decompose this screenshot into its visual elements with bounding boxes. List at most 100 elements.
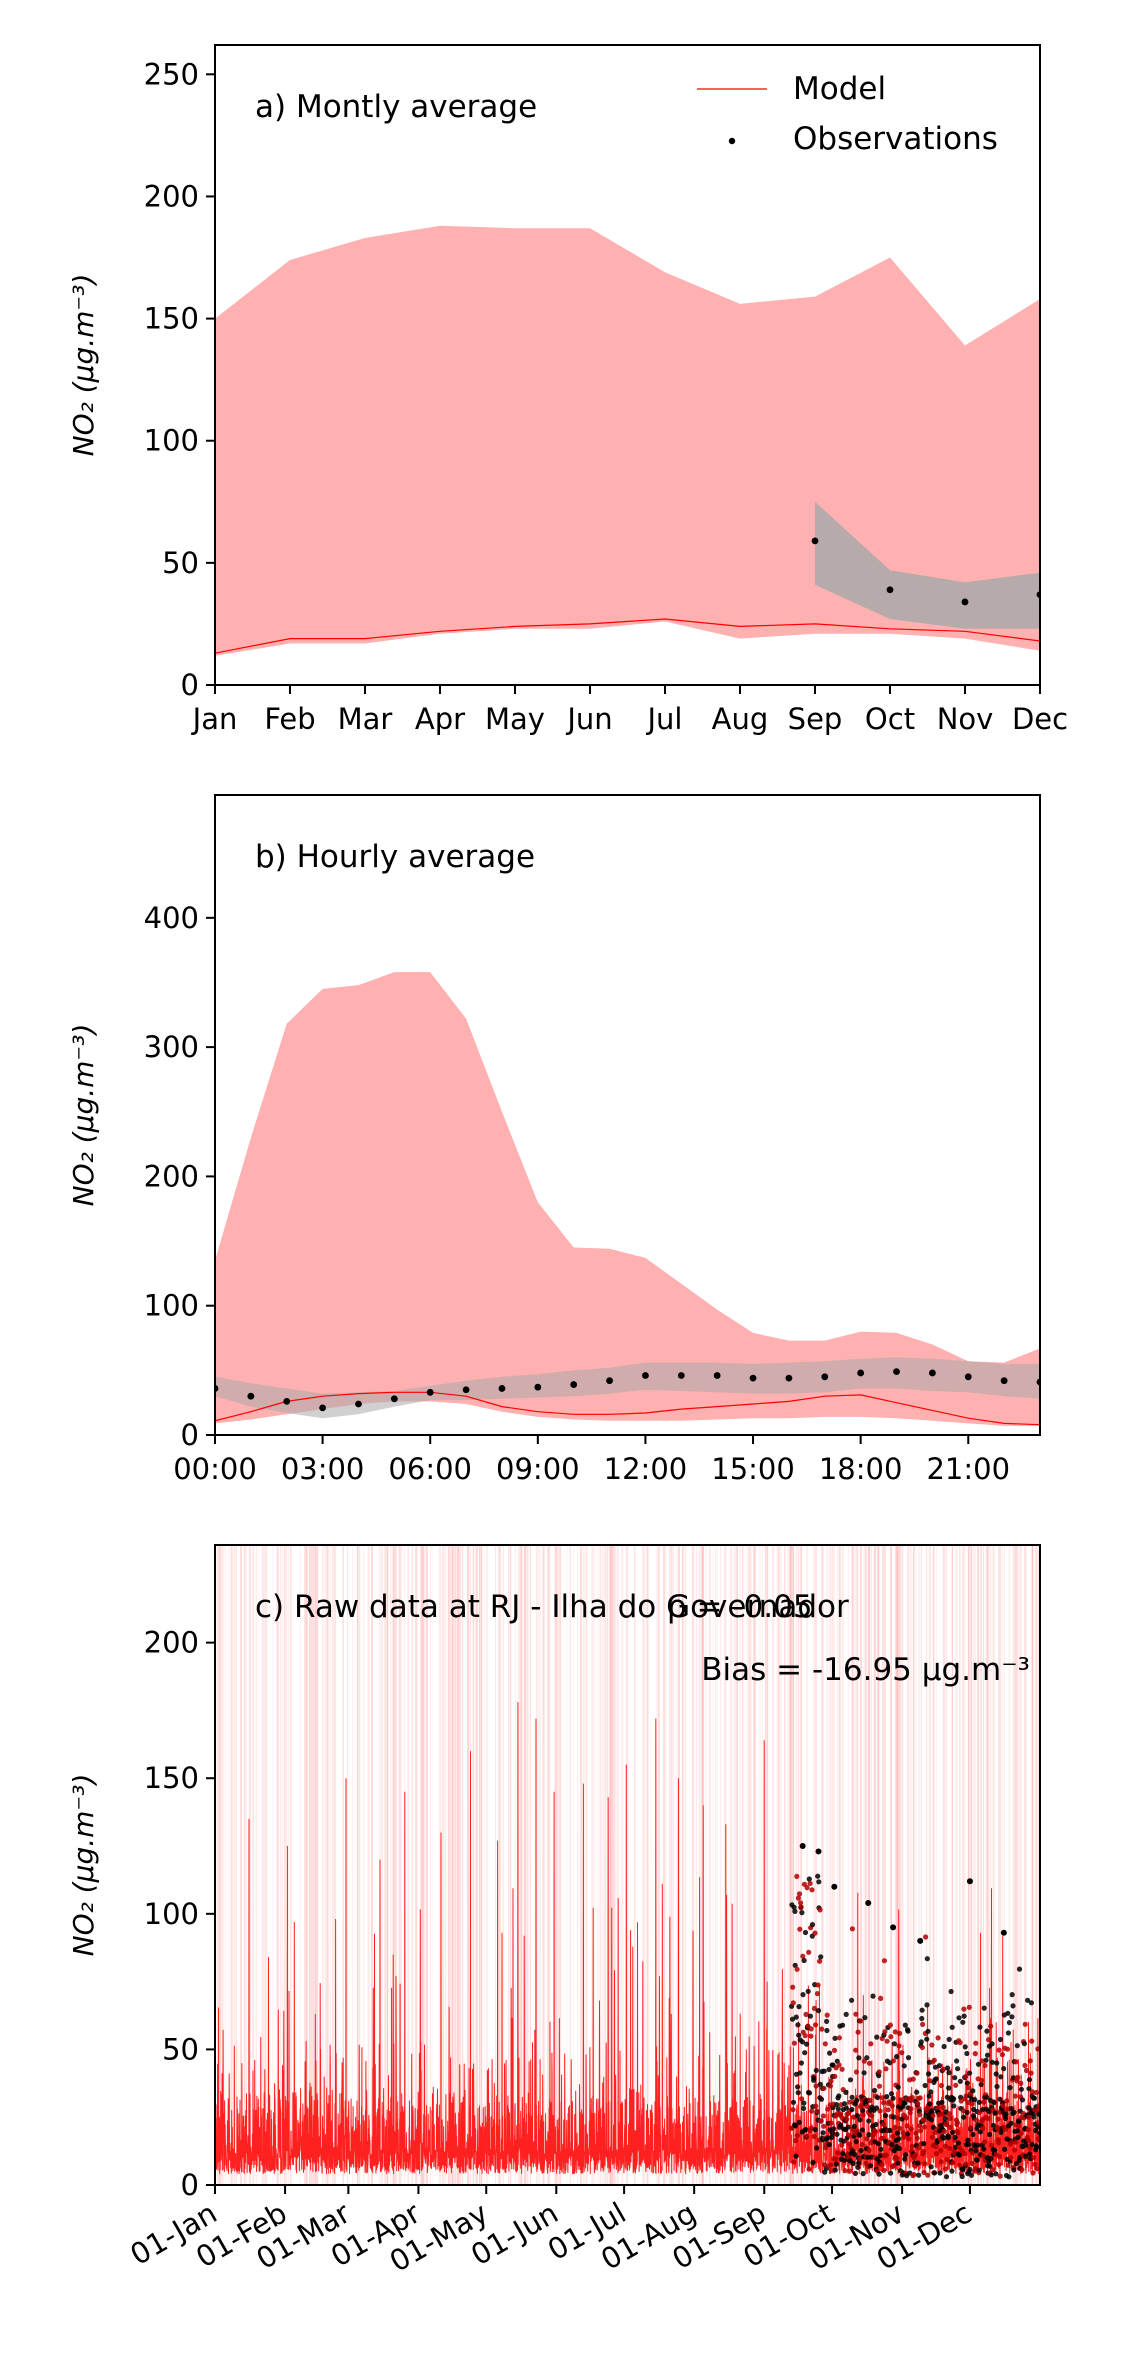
observation-point	[806, 1949, 812, 1955]
observation-point	[822, 2041, 828, 2047]
observation-point	[806, 2166, 812, 2172]
observation-point	[1026, 2086, 1032, 2092]
observation-point	[815, 1848, 822, 1855]
observation-point	[1034, 2089, 1040, 2096]
observation-point	[982, 2062, 988, 2069]
observation-point	[996, 2140, 1002, 2146]
observation-point	[1007, 2085, 1013, 2091]
observation-point	[979, 2077, 985, 2084]
y-tick-label: 150	[144, 1761, 199, 1795]
observation-scatter	[788, 1843, 1040, 2180]
observation-point	[798, 2060, 805, 2066]
observation-point	[962, 2044, 968, 2050]
observation-point	[948, 1988, 954, 1995]
observation-point	[808, 2026, 814, 2032]
observation-point	[791, 2159, 797, 2165]
observation-point	[846, 2132, 852, 2138]
observation-point	[944, 2157, 950, 2163]
observation-point	[903, 2115, 910, 2121]
observation-point	[813, 2067, 819, 2073]
x-tick-label: Jul	[646, 702, 683, 736]
observation-point	[828, 2078, 834, 2084]
observation-point	[881, 2100, 887, 2106]
legend-observation-swatch	[728, 137, 736, 145]
observation-point	[1031, 2155, 1037, 2161]
observation-point	[963, 2161, 969, 2167]
observation-point	[997, 2036, 1004, 2043]
observation-point	[1025, 1997, 1031, 2003]
observation-point	[972, 2097, 978, 2103]
observation-point	[841, 2157, 847, 2163]
observation-point	[814, 1991, 821, 1997]
observation-point	[841, 2138, 847, 2144]
observation-point	[929, 2117, 935, 2123]
observation-point	[1000, 2103, 1006, 2109]
observation-point	[922, 2082, 928, 2089]
observation-point	[902, 2156, 908, 2162]
observation-point	[985, 2115, 991, 2122]
observation-point	[969, 2160, 975, 2167]
x-tick-label: Apr	[415, 702, 465, 736]
observation-point	[913, 2130, 919, 2136]
observation-point	[857, 2117, 863, 2123]
observation-point	[976, 2167, 982, 2173]
observation-point	[836, 2093, 842, 2099]
y-tick-label: 250	[144, 57, 199, 91]
observation-point	[713, 1372, 721, 1379]
observation-point	[988, 2155, 994, 2162]
observation-point	[984, 2094, 990, 2100]
observation-point	[803, 2126, 809, 2132]
observation-point	[857, 2018, 864, 2024]
observation-point	[995, 2126, 1001, 2132]
observation-point	[815, 1873, 821, 1879]
x-tick-label: 12:00	[604, 1452, 688, 1486]
observation-point	[966, 2004, 972, 2010]
observation-point	[964, 2080, 971, 2086]
observation-point	[908, 2126, 914, 2132]
observation-point	[951, 2103, 957, 2109]
observation-point	[1027, 2058, 1033, 2064]
observation-point	[933, 2144, 939, 2150]
panel-a-monthly: 0 50 100 150 200 250 Jan Feb Mar Apr May Jun Jul Aug…	[67, 44, 1068, 736]
observation-point	[462, 1386, 470, 1394]
observation-point	[859, 2127, 866, 2133]
observation-point	[806, 2090, 813, 2096]
observation-point	[1009, 1992, 1015, 1998]
observation-point	[976, 2099, 982, 2105]
x-tick-label: 09:00	[496, 1452, 580, 1486]
observation-point	[878, 1995, 884, 2001]
observation-point	[793, 2014, 799, 2020]
observation-point	[825, 2106, 831, 2112]
observation-point	[854, 2097, 860, 2103]
observation-point	[1005, 2030, 1012, 2036]
observation-point	[835, 2106, 841, 2112]
observation-point	[896, 2136, 902, 2142]
observation-point	[961, 2006, 967, 2012]
observation-point	[927, 2101, 933, 2107]
observation-point	[888, 2034, 894, 2040]
x-tick-label: Oct	[865, 702, 915, 736]
observation-point	[1022, 2021, 1028, 2027]
observation-point	[819, 2026, 825, 2032]
observation-point	[815, 2008, 822, 2014]
observation-point	[896, 2043, 902, 2049]
observation-point	[849, 2106, 855, 2113]
observation-point	[890, 1924, 897, 1931]
observation-point	[840, 2022, 846, 2028]
y-tick-label: 150	[144, 302, 199, 336]
observation-point	[919, 2007, 925, 2013]
observation-point	[797, 2070, 803, 2076]
observation-point	[821, 2123, 827, 2129]
observation-point	[930, 2113, 936, 2119]
y-axis-label: NO₂ (μg.m⁻³)	[67, 274, 100, 457]
observation-point	[1011, 2167, 1017, 2173]
observation-point	[811, 2075, 817, 2081]
observation-point	[800, 1953, 806, 1959]
observation-point	[1015, 2074, 1021, 2080]
observation-point	[858, 2147, 864, 2154]
observation-point	[994, 2060, 1000, 2066]
y-tick-label: 100	[144, 1289, 199, 1323]
observation-point	[897, 2030, 903, 2036]
observation-point	[915, 2100, 921, 2107]
observation-point	[868, 2163, 874, 2169]
